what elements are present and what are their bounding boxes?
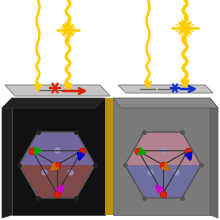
Polygon shape [118, 85, 213, 93]
Polygon shape [125, 132, 201, 198]
Polygon shape [113, 98, 218, 108]
Polygon shape [19, 132, 95, 165]
Polygon shape [210, 98, 218, 218]
Polygon shape [2, 98, 12, 218]
Polygon shape [5, 85, 110, 96]
Polygon shape [12, 98, 105, 215]
Circle shape [65, 27, 71, 33]
Polygon shape [19, 132, 95, 198]
Polygon shape [2, 98, 105, 108]
Polygon shape [105, 98, 113, 215]
Polygon shape [113, 98, 210, 215]
Circle shape [181, 24, 189, 32]
Polygon shape [125, 132, 201, 165]
